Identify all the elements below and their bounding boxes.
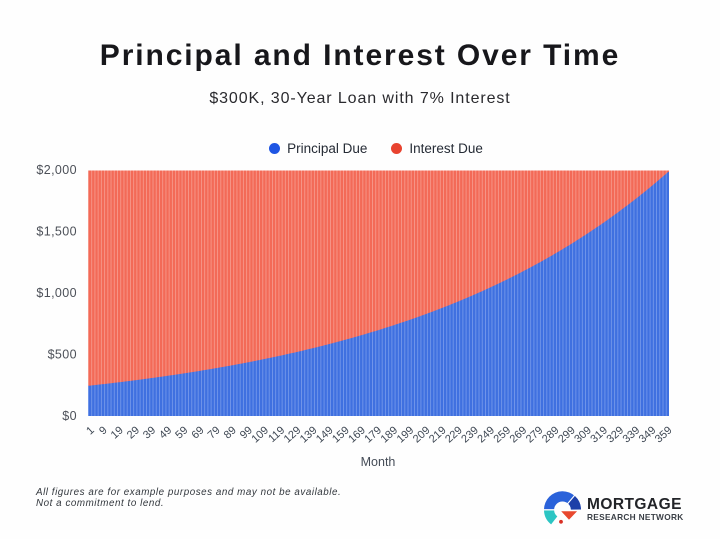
svg-text:9: 9 (97, 424, 110, 437)
svg-text:Month: Month (361, 455, 396, 469)
svg-text:19: 19 (109, 424, 126, 441)
svg-text:$0: $0 (62, 409, 77, 423)
svg-text:$1,000: $1,000 (36, 286, 77, 300)
svg-text:79: 79 (206, 424, 223, 441)
svg-text:1: 1 (84, 424, 97, 437)
svg-text:89: 89 (222, 424, 239, 441)
svg-text:359: 359 (653, 424, 675, 445)
svg-text:49: 49 (157, 424, 174, 441)
svg-text:39: 39 (141, 424, 158, 441)
svg-text:$2,000: $2,000 (36, 163, 77, 177)
svg-text:$1,500: $1,500 (36, 225, 77, 239)
svg-text:29: 29 (125, 424, 142, 441)
svg-text:59: 59 (173, 424, 190, 441)
svg-text:$500: $500 (48, 348, 77, 362)
svg-text:69: 69 (189, 424, 206, 441)
